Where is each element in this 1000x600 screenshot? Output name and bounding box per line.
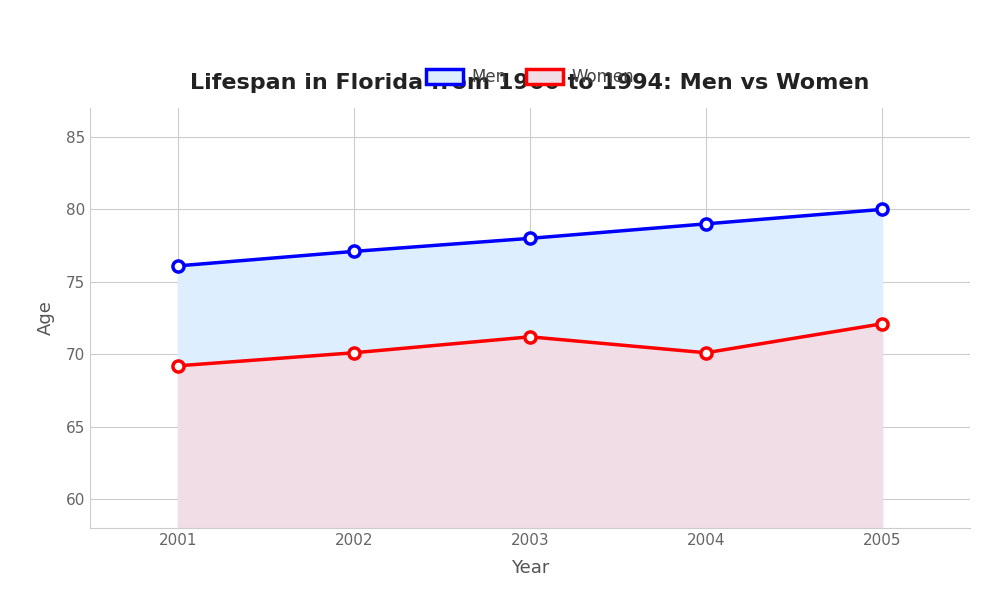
Y-axis label: Age: Age [37, 301, 55, 335]
Legend: Men, Women: Men, Women [419, 62, 641, 93]
X-axis label: Year: Year [511, 559, 549, 577]
Title: Lifespan in Florida from 1960 to 1994: Men vs Women: Lifespan in Florida from 1960 to 1994: M… [190, 73, 870, 92]
